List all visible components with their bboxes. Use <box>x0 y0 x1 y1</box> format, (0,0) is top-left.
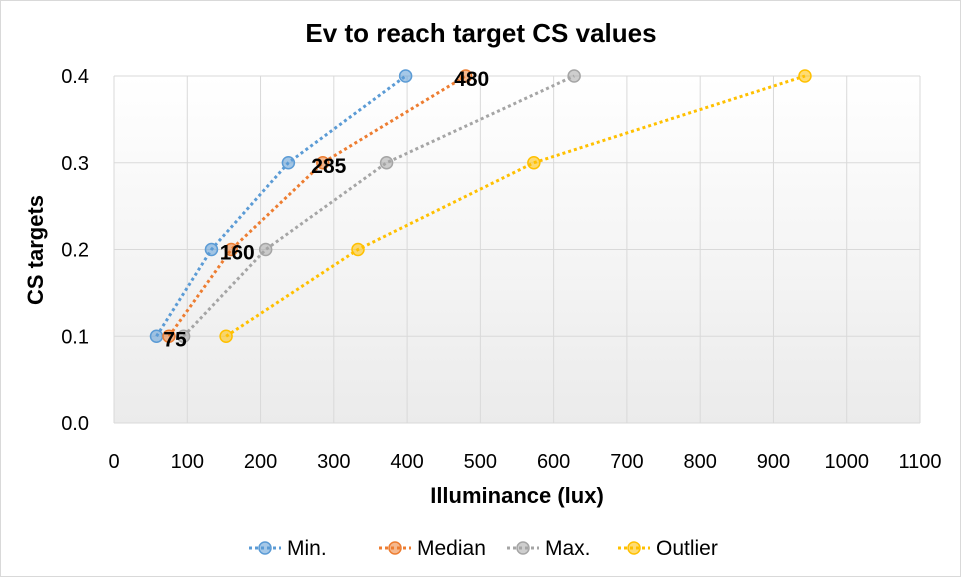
data-point-max <box>176 329 191 343</box>
data-point-median <box>458 69 473 83</box>
data-point-min <box>204 242 219 257</box>
data-point-median <box>316 156 330 170</box>
y-tick-label: 0.2 <box>61 240 89 262</box>
data-point-max <box>379 156 394 170</box>
x-tick-label: 500 <box>464 451 497 473</box>
series-outlier <box>219 69 812 343</box>
y-tick-label: 0.0 <box>61 413 89 435</box>
data-label: 480 <box>454 68 489 91</box>
x-tick-label: 800 <box>683 451 716 473</box>
x-tick-label: 1000 <box>824 451 869 473</box>
series <box>149 69 812 343</box>
y-tick-label: 0.4 <box>61 66 89 88</box>
x-tick-label: 200 <box>244 451 277 473</box>
y-axis-title: CS targets <box>23 195 48 305</box>
x-tick-label: 300 <box>317 451 350 473</box>
legend-label: Outlier <box>656 537 718 560</box>
series-median <box>162 69 473 343</box>
x-tick-label: 400 <box>390 451 423 473</box>
legend-item-median: Median <box>379 537 486 560</box>
data-label: 75 <box>163 328 187 351</box>
data-labels: 75 160 285 480 <box>163 68 489 351</box>
legend: Min. Median Max. Outlier <box>249 537 718 560</box>
x-tick-label: 1100 <box>898 451 941 473</box>
data-point-max <box>258 242 273 257</box>
legend-item-outlier: Outlier <box>618 537 718 560</box>
data-point-median <box>224 242 238 257</box>
y-tick-label: 0.1 <box>61 326 89 348</box>
tick-labels: 0 100 200 300 400 500 600 700 800 900 1000 1100 0.0 0… <box>61 66 941 473</box>
legend-label: Min. <box>287 537 327 560</box>
x-tick-label: 700 <box>610 451 643 473</box>
series-line-outlier <box>225 74 806 338</box>
legend-label: Max. <box>545 537 591 560</box>
data-point-min <box>281 156 296 170</box>
series-line-max <box>182 74 575 338</box>
data-point-min <box>149 329 164 343</box>
legend-swatch-marker <box>258 541 272 555</box>
legend-item-min: Min. <box>249 537 327 560</box>
x-tick-label: 600 <box>537 451 570 473</box>
legend-swatch-marker <box>627 541 641 555</box>
y-tick-label: 0.3 <box>61 153 89 175</box>
data-point-median <box>162 329 176 343</box>
data-point-outlier <box>219 329 233 343</box>
legend-label: Median <box>417 537 486 560</box>
data-point-outlier <box>798 69 812 83</box>
series-max <box>176 69 581 343</box>
data-label: 285 <box>311 155 346 178</box>
legend-swatch-marker <box>516 541 530 555</box>
x-axis-title: Illuminance (lux) <box>430 483 604 508</box>
data-point-max <box>567 69 581 83</box>
series-min <box>149 69 413 343</box>
x-tick-label: 100 <box>171 451 204 473</box>
legend-item-max: Max. <box>507 537 591 560</box>
data-label: 160 <box>220 242 255 265</box>
x-tick-label: 900 <box>757 451 790 473</box>
data-point-min <box>398 69 413 83</box>
chart-title: Ev to reach target CS values <box>305 18 656 48</box>
data-point-outlier <box>527 156 541 170</box>
series-line-median <box>167 74 467 338</box>
legend-swatch-marker <box>388 541 402 555</box>
x-tick-label: 0 <box>108 451 119 473</box>
data-point-outlier <box>351 242 365 257</box>
